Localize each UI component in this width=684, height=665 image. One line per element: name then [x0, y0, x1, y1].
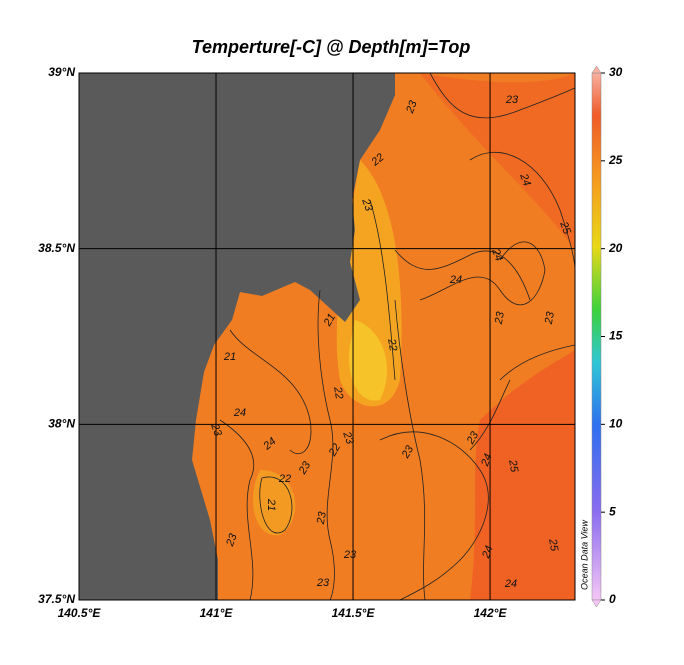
- colorbar-cap: [591, 599, 602, 608]
- colorbar-label: 20: [608, 241, 623, 255]
- colorbar: [591, 72, 602, 601]
- x-tick-label: 141°E: [200, 606, 234, 620]
- map-title: Temperture[-C] @ Depth[m]=Top: [192, 37, 471, 57]
- x-tick-label: 140.5°E: [58, 606, 102, 620]
- y-tick-label: 37.5°N: [38, 592, 75, 606]
- contour-label: 23: [343, 549, 357, 561]
- contour-label: 23: [340, 429, 356, 446]
- contour-label: 22: [326, 442, 343, 459]
- contour-label: 22: [278, 473, 291, 485]
- map-area: [79, 73, 575, 600]
- colorbar-label: 5: [609, 504, 616, 518]
- y-tick-label: 39°N: [48, 65, 75, 79]
- contour-label: 25: [557, 219, 573, 236]
- contour-label: 23: [208, 421, 224, 438]
- colorbar-label: 10: [609, 417, 623, 431]
- contour-label: 23: [404, 98, 420, 115]
- contour-label: 23: [505, 94, 519, 106]
- contour-label: 21: [265, 498, 277, 511]
- contour-label: 23: [224, 531, 240, 548]
- contour-label: 24: [479, 452, 495, 469]
- y-tick-label: 38.5°N: [38, 241, 75, 255]
- contour-label: 22: [385, 337, 399, 352]
- contour-label: 24: [449, 274, 462, 286]
- graticule: [79, 73, 575, 600]
- contour-label: 21: [223, 351, 236, 363]
- contour-label: 21: [321, 312, 338, 329]
- land: [79, 73, 395, 600]
- contour-label: 24: [504, 578, 517, 590]
- warm-area: [470, 350, 575, 600]
- contour-label: 24: [480, 544, 496, 561]
- contours: [219, 73, 575, 600]
- x-tick-label: 142°E: [474, 606, 508, 620]
- contour-label: 25: [506, 458, 520, 474]
- colorbar-label: 25: [608, 153, 623, 167]
- contour-label: 24: [489, 246, 505, 263]
- y-tick-label: 38°N: [48, 417, 75, 431]
- contour-label: 24: [233, 407, 246, 419]
- colorbar-label: 15: [609, 329, 623, 343]
- contour-label: 25: [546, 537, 560, 553]
- contour-label: 23: [493, 310, 507, 326]
- map-frame: [78, 72, 576, 601]
- colorbar-label: 30: [609, 65, 623, 79]
- watermark: Ocean Data View: [579, 520, 589, 590]
- colorbar-label: 0: [609, 592, 616, 606]
- contour-label: 23: [543, 310, 557, 326]
- contour-label: 23: [359, 196, 375, 213]
- contour-label: 24: [517, 171, 533, 188]
- warm-area: [420, 73, 575, 250]
- contour-label: 22: [331, 385, 345, 400]
- colorbar-cap: [591, 65, 602, 74]
- contour-label: 23: [316, 577, 330, 589]
- contour-label: 23: [315, 510, 329, 526]
- x-tick-label: 141.5°E: [332, 606, 376, 620]
- cool-area: [349, 320, 387, 401]
